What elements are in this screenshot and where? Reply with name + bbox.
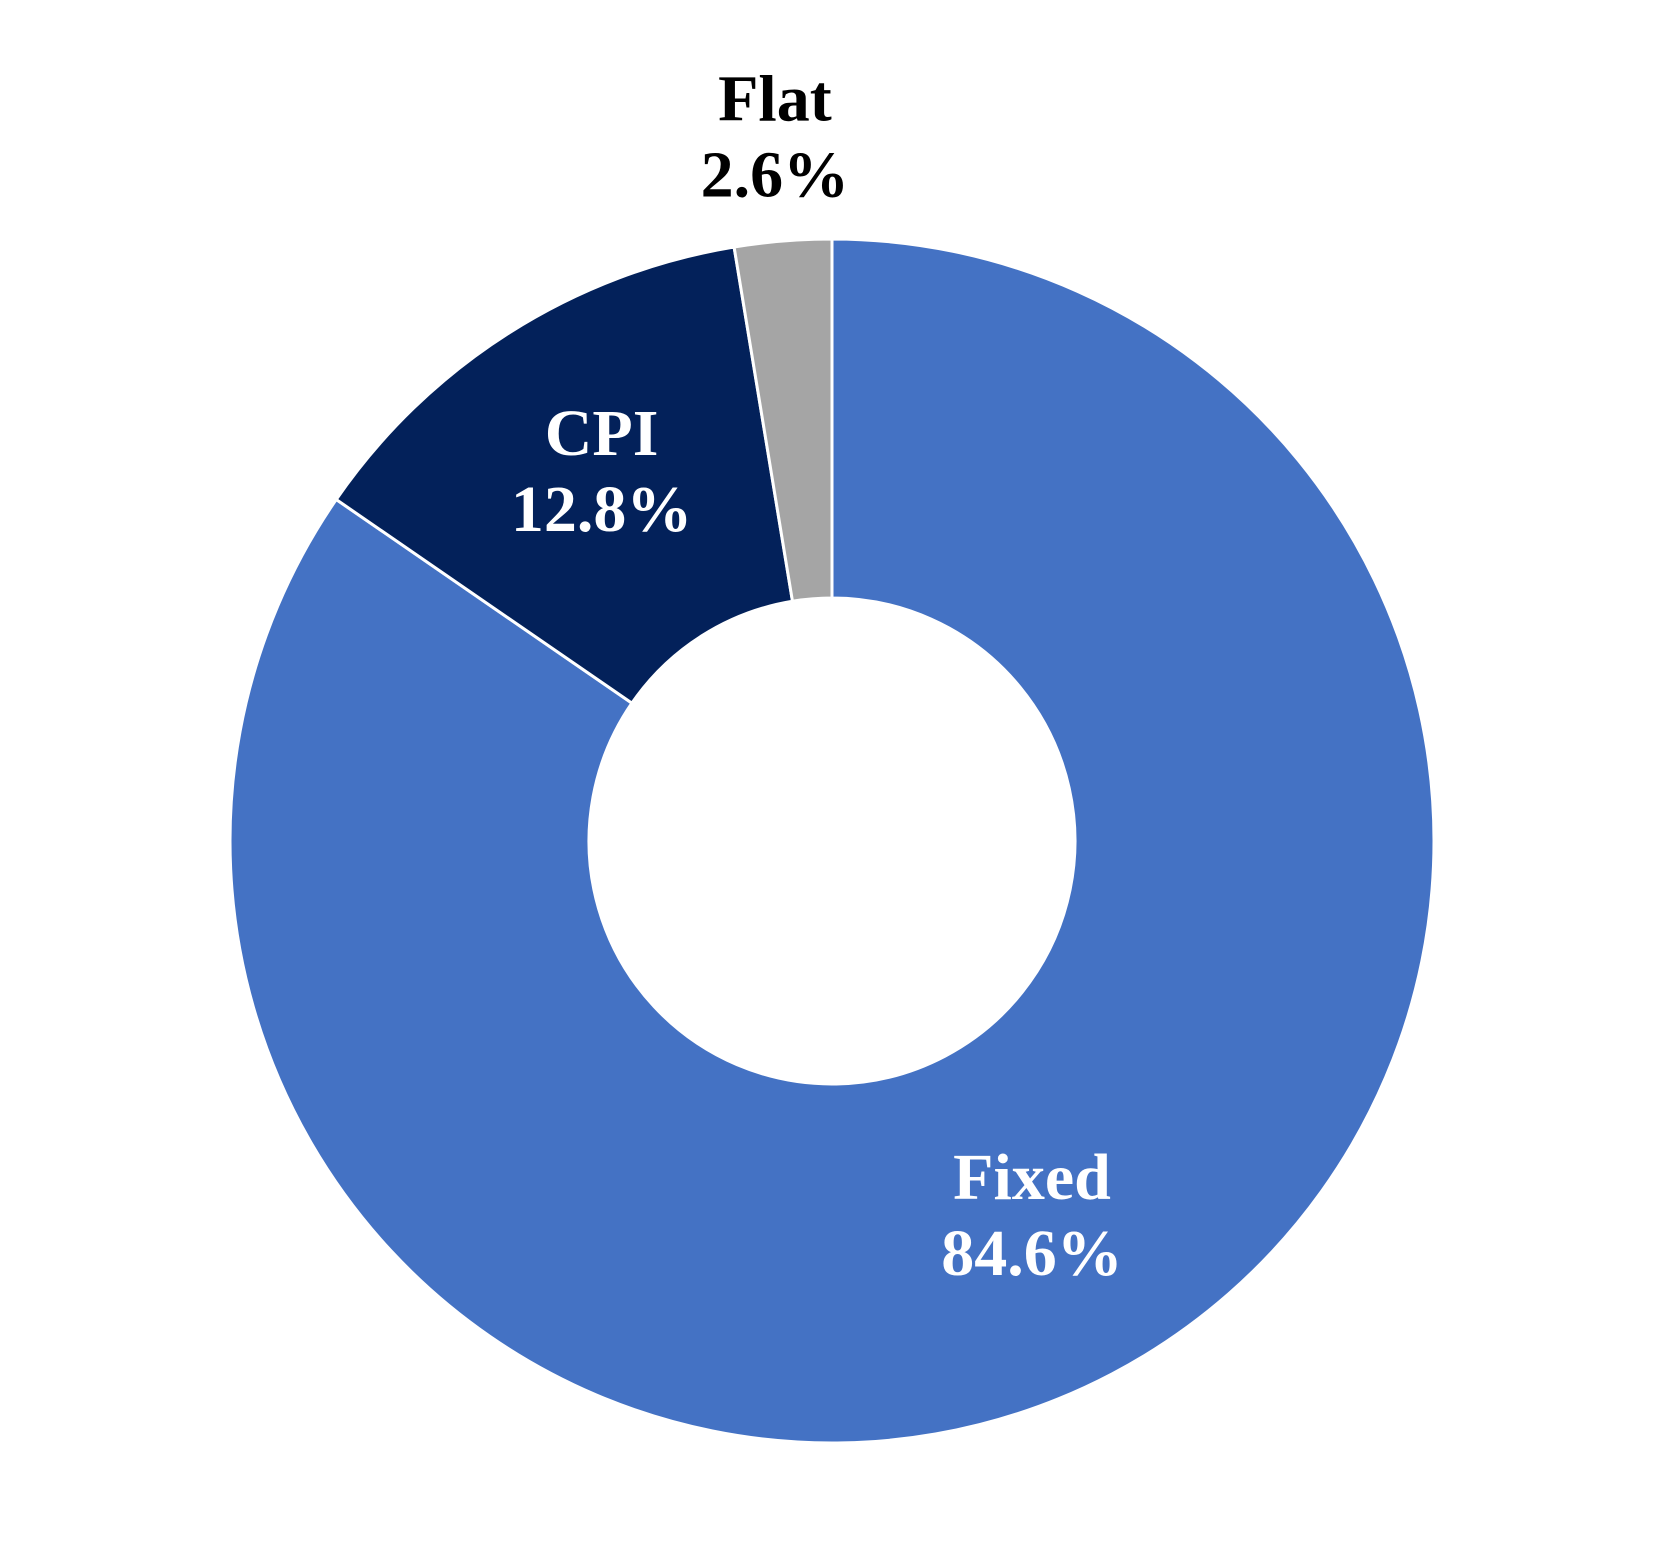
slice-value-label: 84.6%: [941, 1217, 1123, 1290]
slice-name: Fixed: [953, 1141, 1111, 1214]
slice: [228, 237, 1436, 1445]
slice: [732, 237, 834, 603]
slice-name: CPI: [545, 397, 659, 470]
slice-name: Flat: [718, 62, 832, 135]
slice-value-label: 2.6%: [701, 138, 850, 211]
slice: [334, 245, 795, 706]
slice-value-label: 12.8%: [511, 473, 693, 546]
